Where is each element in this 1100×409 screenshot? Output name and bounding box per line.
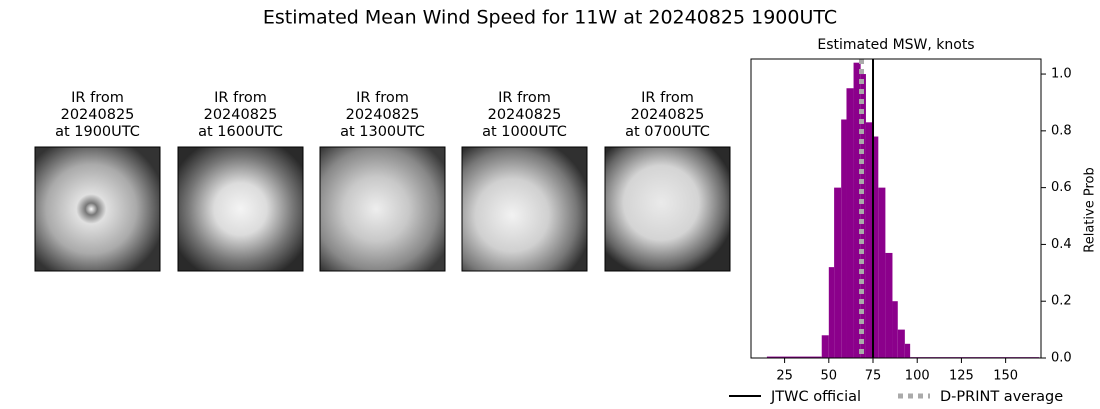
bar: [821, 335, 829, 358]
x-tick-label: 50: [821, 369, 838, 384]
y-tick-label: 1.0: [1051, 67, 1072, 82]
ir-image: [461, 146, 588, 272]
ir-image: [604, 146, 731, 272]
panel-label: at 0700UTC: [625, 124, 710, 140]
y-tick-label: 0.2: [1051, 294, 1072, 309]
panel-label: IR from: [71, 90, 124, 106]
bar: [766, 356, 822, 358]
y-tick-label: 0.6: [1051, 180, 1072, 195]
panel-label: 20240825: [631, 107, 705, 123]
bar: [834, 187, 842, 358]
x-tick-label: 100: [905, 369, 930, 384]
bar: [846, 88, 854, 358]
x-tick-label: 25: [776, 369, 793, 384]
bar: [853, 62, 861, 359]
ir-image: [177, 146, 304, 272]
panel-label: 20240825: [61, 107, 135, 123]
x-tick-label: 150: [993, 369, 1018, 384]
figure-title: Estimated Mean Wind Speed for 11W at 202…: [263, 7, 837, 29]
bar: [865, 122, 874, 358]
panel-label: at 1000UTC: [482, 124, 567, 140]
panel-label: at 1900UTC: [55, 124, 140, 140]
bar: [873, 136, 879, 358]
x-tick-label: 125: [949, 369, 974, 384]
bar: [904, 343, 911, 358]
x-tick-label: 75: [865, 369, 882, 384]
y-tick-label: 0.4: [1051, 237, 1072, 252]
panel-label: at 1300UTC: [340, 124, 425, 140]
y-axis-label: Relative Prob: [1083, 167, 1098, 252]
panel-label: IR from: [498, 90, 551, 106]
panel-label: 20240825: [488, 107, 562, 123]
panel-label: IR from: [214, 90, 267, 106]
bar: [841, 119, 847, 359]
bar: [892, 301, 898, 358]
panel-label: 20240825: [204, 107, 278, 123]
bar: [878, 187, 886, 358]
bar: [860, 74, 866, 359]
bar: [828, 267, 835, 358]
ir-image: [34, 146, 161, 272]
panel-label: IR from: [356, 90, 409, 106]
y-tick-label: 0.0: [1051, 351, 1072, 366]
chart-title: Estimated MSW, knots: [817, 37, 974, 53]
y-tick-label: 0.8: [1051, 123, 1072, 138]
ir-image: [319, 146, 446, 272]
panel-label: at 1600UTC: [198, 124, 283, 140]
bar: [897, 329, 905, 358]
panel-label: IR from: [641, 90, 694, 106]
bar: [885, 252, 893, 358]
plot-frame: [750, 58, 1042, 359]
panel-label: 20240825: [346, 107, 420, 123]
legend-label: JTWC official: [770, 389, 861, 405]
legend-label: D-PRINT average: [940, 389, 1063, 405]
